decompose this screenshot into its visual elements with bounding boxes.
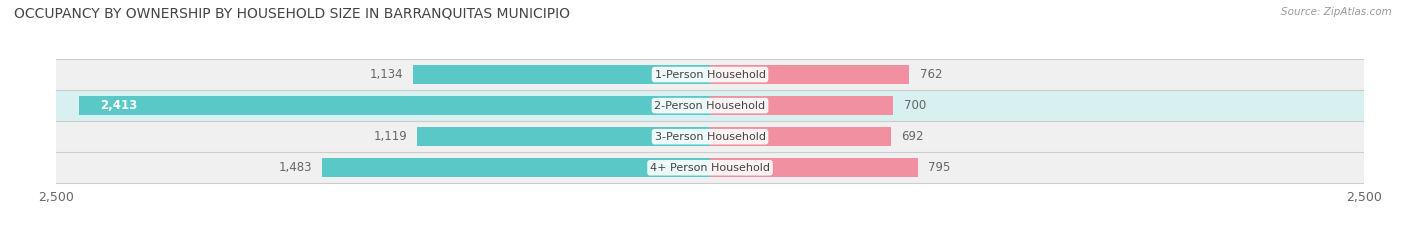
Bar: [710, 127, 891, 146]
Text: 700: 700: [904, 99, 925, 112]
Bar: [710, 65, 910, 84]
Bar: [56, 121, 1364, 152]
Bar: [56, 152, 1364, 183]
Bar: [56, 59, 1364, 90]
Text: 1,119: 1,119: [373, 130, 406, 143]
Text: 3-Person Household: 3-Person Household: [655, 132, 765, 142]
Bar: [322, 158, 710, 177]
Text: 2-Person Household: 2-Person Household: [654, 101, 766, 111]
Text: 4+ Person Household: 4+ Person Household: [650, 163, 770, 173]
Text: OCCUPANCY BY OWNERSHIP BY HOUSEHOLD SIZE IN BARRANQUITAS MUNICIPIO: OCCUPANCY BY OWNERSHIP BY HOUSEHOLD SIZE…: [14, 7, 569, 21]
Text: 1-Person Household: 1-Person Household: [655, 70, 765, 79]
Bar: [56, 90, 1364, 121]
Bar: [710, 96, 893, 115]
Bar: [79, 96, 710, 115]
Text: 692: 692: [901, 130, 924, 143]
Text: 1,134: 1,134: [370, 68, 404, 81]
Text: 1,483: 1,483: [278, 161, 312, 174]
Text: 795: 795: [928, 161, 950, 174]
Bar: [418, 127, 710, 146]
Bar: [710, 158, 918, 177]
Text: 762: 762: [920, 68, 942, 81]
Text: Source: ZipAtlas.com: Source: ZipAtlas.com: [1281, 7, 1392, 17]
Text: 2,413: 2,413: [100, 99, 138, 112]
Bar: [413, 65, 710, 84]
